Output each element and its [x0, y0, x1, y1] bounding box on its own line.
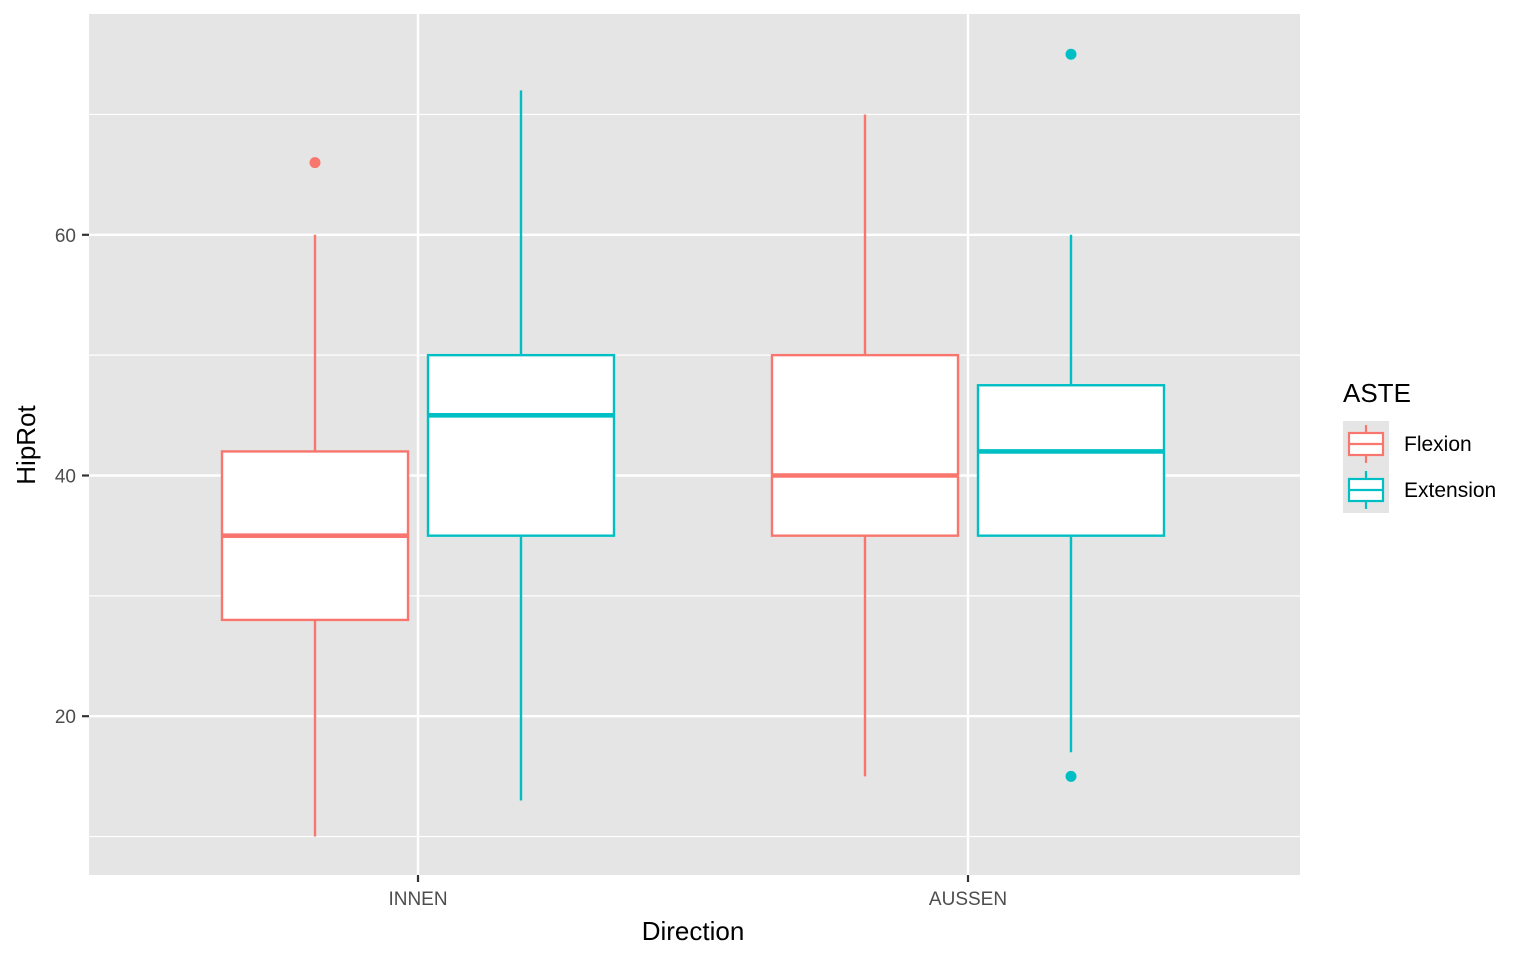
box-iqr — [976, 384, 1166, 537]
legend-keys — [1343, 421, 1389, 513]
legend-label-flexion: Flexion — [1404, 433, 1472, 456]
y-tick-label: 40 — [55, 467, 76, 488]
box-extension-aussen — [976, 48, 1166, 782]
outlier-point — [1065, 48, 1077, 60]
y-axis: 20 40 60 — [55, 226, 89, 728]
x-tick-label: INNEN — [388, 889, 447, 910]
y-tick-label: 20 — [55, 707, 76, 728]
x-tick-label: AUSSEN — [929, 889, 1007, 910]
box-extension-innen — [426, 90, 616, 801]
legend-key-flexion — [1343, 421, 1389, 467]
y-tick-label: 60 — [55, 226, 76, 247]
x-axis-title: Direction — [642, 916, 745, 946]
box-flexion-innen — [220, 157, 410, 837]
legend-title: ASTE — [1343, 378, 1411, 408]
legend-key-extension — [1343, 467, 1389, 513]
outlier-point — [1065, 770, 1077, 782]
x-axis: INNEN AUSSEN — [388, 875, 1007, 910]
legend-label-extension: Extension — [1404, 479, 1496, 502]
legend: ASTE Flexion Extension — [1343, 378, 1496, 513]
box-iqr — [770, 353, 960, 537]
box-iqr — [426, 353, 616, 537]
boxes — [220, 48, 1166, 837]
outlier-point — [309, 157, 321, 169]
box-flexion-aussen — [770, 114, 960, 777]
y-axis-title: HipRot — [11, 404, 41, 484]
